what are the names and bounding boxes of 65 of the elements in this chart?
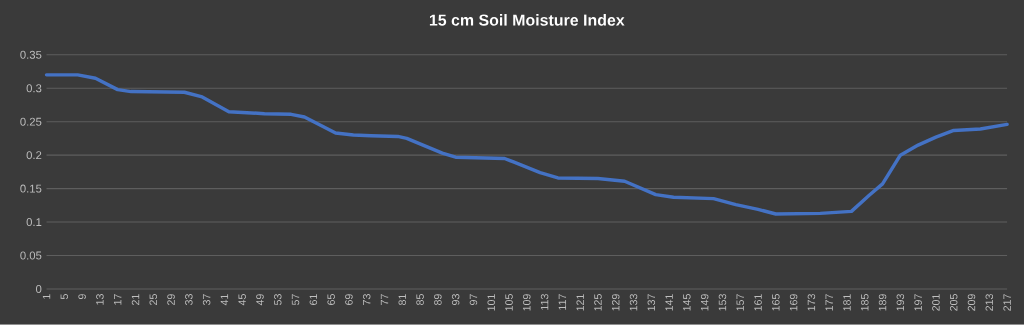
- x-tick-label: 29: [167, 294, 175, 306]
- y-tick-label: 0.2: [26, 151, 42, 160]
- x-tick-label: 205: [949, 294, 958, 311]
- x-tick-label: 165: [772, 294, 780, 311]
- x-tick-label: 117: [558, 294, 567, 310]
- x-tick-label: 45: [238, 294, 246, 306]
- x-tick-label: 9: [78, 294, 86, 300]
- x-tick-label: 5: [60, 294, 69, 300]
- x-tick-label: 41: [220, 294, 229, 306]
- x-tick-label: 121: [576, 294, 584, 311]
- x-tick-label: 109: [523, 294, 531, 311]
- x-tick-label: 65: [327, 294, 335, 306]
- x-tick-label: 1: [42, 294, 51, 299]
- y-tick-label: 0.35: [20, 50, 42, 59]
- y-tick-label: 0.3: [26, 84, 42, 93]
- x-tick-label: 105: [505, 294, 513, 311]
- x-tick-label: 181: [843, 294, 851, 311]
- x-tick-label: 173: [807, 294, 816, 311]
- x-tick-label: 197: [914, 294, 922, 311]
- y-tick-label: 0.05: [20, 251, 42, 260]
- x-tick-label: 97: [469, 294, 478, 306]
- x-tick-label: 185: [861, 294, 869, 311]
- y-tick-label: 0: [36, 285, 42, 294]
- x-tick-label: 177: [825, 294, 833, 311]
- x-tick-label: 37: [202, 294, 211, 306]
- x-tick-label: 129: [611, 294, 620, 311]
- x-tick-label: 21: [131, 294, 140, 306]
- x-tick-label: 53: [274, 294, 282, 306]
- x-tick-label: 217: [1003, 294, 1011, 311]
- x-tick-label: 81: [398, 294, 407, 306]
- x-tick-label: 125: [594, 294, 602, 311]
- x-tick-label: 25: [149, 294, 158, 306]
- x-tick-label: 49: [256, 294, 264, 306]
- x-tick-label: 113: [540, 294, 549, 310]
- x-tick-label: 201: [932, 294, 940, 311]
- x-tick-label: 101: [487, 294, 495, 311]
- line-series: [44, 73, 1009, 216]
- y-tick-label: 0.1: [26, 218, 42, 227]
- x-tick-label: 77: [380, 294, 389, 306]
- x-tick-label: 133: [629, 294, 638, 311]
- x-tick-label: 89: [434, 294, 442, 306]
- x-tick-label: 85: [416, 294, 424, 306]
- chart-title: 15 cm Soil Moisture Index: [429, 14, 625, 26]
- x-tick-label: 33: [185, 294, 193, 306]
- x-tick-label: 17: [114, 294, 122, 305]
- x-tick-label: 157: [736, 294, 744, 311]
- x-tick-label: 149: [700, 294, 709, 311]
- y-tick-label: 0.25: [20, 117, 42, 126]
- x-tick-label: 189: [878, 294, 887, 311]
- x-tick-label: 137: [647, 294, 656, 311]
- x-tick-label: 213: [985, 294, 994, 311]
- x-tick-label: 145: [683, 294, 691, 311]
- x-tick-label: 73: [362, 294, 371, 306]
- x-tick-label: 169: [789, 294, 798, 311]
- x-tick-label: 141: [665, 294, 673, 311]
- x-tick-label: 153: [718, 294, 727, 311]
- x-tick-label: 69: [345, 294, 353, 306]
- x-tick-label: 209: [967, 294, 976, 311]
- x-tick-label: 193: [896, 294, 905, 311]
- x-tick-label: 13: [96, 294, 104, 305]
- x-tick-label: 161: [754, 294, 762, 311]
- x-tick-label: 61: [309, 294, 318, 306]
- x-tick-label: 57: [291, 294, 300, 306]
- y-tick-label: 0.15: [20, 184, 42, 193]
- x-tick-label: 93: [451, 294, 460, 306]
